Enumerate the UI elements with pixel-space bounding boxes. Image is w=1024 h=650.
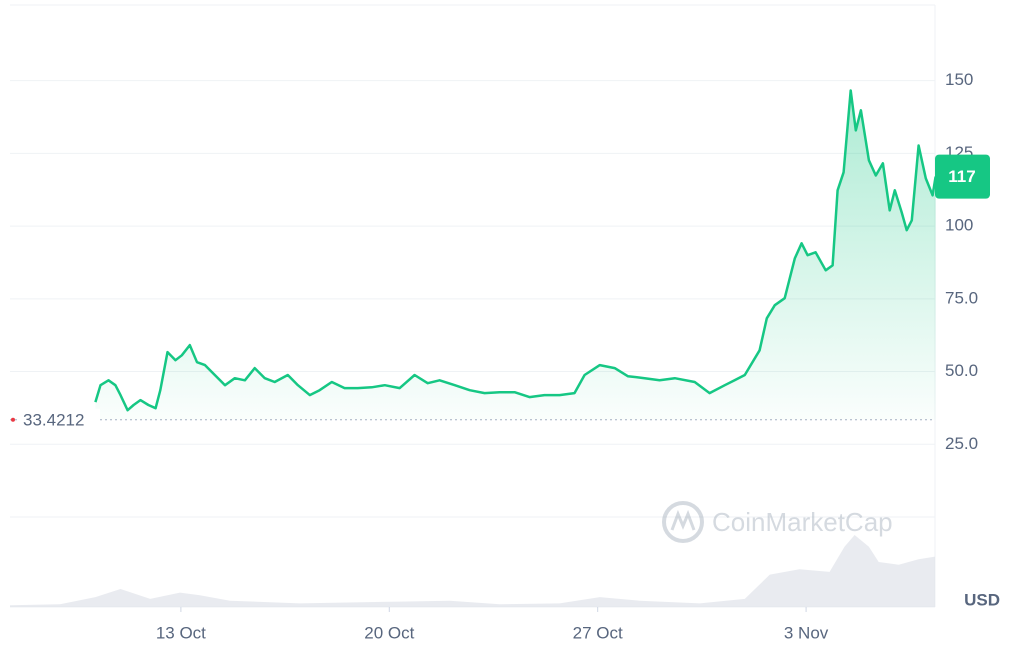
x-tick-label: 13 Oct bbox=[156, 623, 206, 642]
x-tick-label: 27 Oct bbox=[573, 623, 623, 642]
price-area bbox=[95, 90, 936, 420]
reference-label-bg bbox=[20, 408, 100, 431]
price-tag-label: 117 bbox=[948, 167, 975, 186]
price-line bbox=[94, 89, 937, 412]
price-tag bbox=[935, 154, 990, 199]
y-tick-label: 100 bbox=[945, 216, 973, 235]
currency-label: USD bbox=[964, 590, 1000, 609]
reference-label: 33.4212 bbox=[23, 410, 84, 429]
volume-area bbox=[10, 535, 935, 607]
y-tick-label: 150 bbox=[945, 70, 973, 89]
reference-dot bbox=[11, 417, 15, 422]
y-tick-label: 50.0 bbox=[945, 361, 978, 380]
y-tick-label: 25.0 bbox=[945, 434, 978, 453]
watermark-text: CoinMarketCap bbox=[712, 507, 893, 537]
x-tick-label: 20 Oct bbox=[364, 623, 414, 642]
y-tick-label: 75.0 bbox=[945, 288, 978, 307]
watermark: CoinMarketCap bbox=[662, 501, 893, 543]
x-tick-label: 3 Nov bbox=[784, 623, 829, 642]
